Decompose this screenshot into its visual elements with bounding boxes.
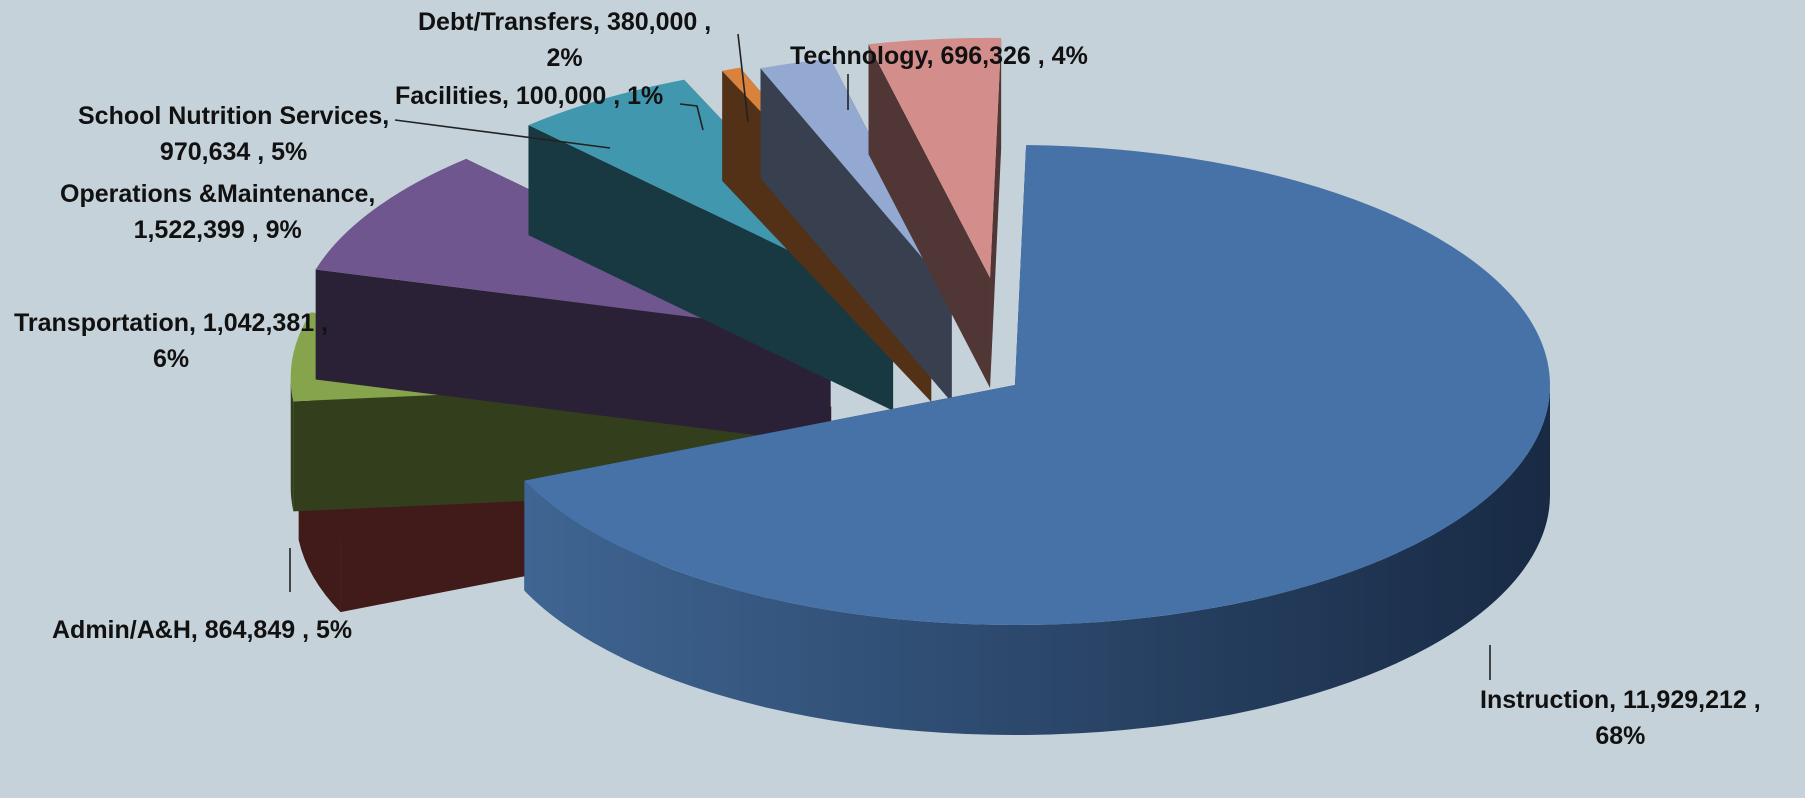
pie-slice-instruction [524,145,1551,735]
slice-edge-wall [760,68,952,403]
data-label: 6% [153,345,189,373]
slice-edge-wall [315,269,831,445]
data-label: Instruction, 11,929,212 , [1480,686,1761,714]
slice-outer-wall [524,385,1551,735]
data-label: Transportation, 1,042,381 , [14,309,328,337]
data-label: 68% [1595,722,1645,750]
data-label: Facilities, 100,000 , 1% [395,82,663,110]
data-label: School Nutrition Services, [78,102,389,130]
leader-line [394,119,611,149]
data-label: 1,522,399 , 9% [134,216,302,244]
slice-top [760,58,952,293]
slice-edge-wall [990,37,1002,388]
slice-edge-wall [868,44,991,388]
data-label: Admin/A&H, 864,849 , 5% [52,616,352,644]
slice-top [524,145,1551,626]
pie-slice-debt-transfers [760,58,952,403]
slice-outer-wall [290,377,294,512]
data-label: 2% [547,44,583,72]
slice-top [868,37,1002,278]
data-label: Technology, 696,326 , 4% [790,42,1088,70]
leader-line [737,33,749,123]
data-label: 970,634 , 5% [160,138,307,166]
pie-slice-technology [868,37,1002,388]
leader-line [679,103,704,131]
data-label: Debt/Transfers, 380,000 , [418,8,711,36]
data-label: Operations &Maintenance, [60,180,375,208]
slice-edge-wall [528,125,894,411]
data-labels: Instruction, 11,929,212 , 68% Admin/A&H, 8… [14,8,1761,750]
